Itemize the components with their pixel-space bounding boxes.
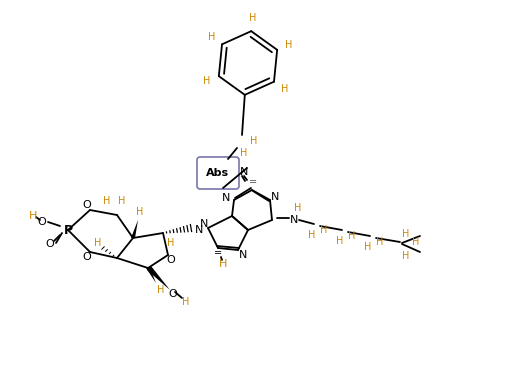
Text: N: N (271, 192, 279, 202)
Text: H: H (208, 32, 215, 42)
Text: H: H (167, 238, 175, 248)
Text: O: O (37, 217, 46, 227)
Text: O: O (82, 200, 91, 210)
Text: N: N (290, 215, 298, 225)
Text: H: H (203, 76, 211, 87)
Text: N: N (239, 250, 247, 260)
Text: N: N (222, 193, 230, 203)
FancyBboxPatch shape (197, 157, 239, 189)
Text: O: O (45, 239, 54, 249)
Text: H: H (376, 237, 384, 247)
Text: H: H (118, 196, 126, 206)
Text: H: H (285, 40, 293, 50)
Text: H: H (402, 251, 410, 261)
Text: N: N (240, 167, 248, 177)
Text: H: H (136, 207, 144, 217)
Text: P: P (63, 223, 72, 237)
Text: H: H (157, 285, 165, 295)
Text: H: H (294, 203, 301, 213)
Text: H: H (308, 230, 316, 240)
Text: H: H (29, 211, 37, 221)
Text: H: H (103, 196, 111, 206)
Text: H: H (348, 231, 356, 241)
Text: H: H (249, 13, 256, 23)
Text: O: O (82, 252, 91, 262)
Text: H: H (219, 259, 227, 269)
Text: H: H (182, 297, 190, 307)
Text: H: H (250, 136, 258, 146)
Text: O: O (168, 289, 177, 299)
Text: H: H (95, 238, 102, 248)
Text: O: O (167, 255, 175, 265)
Text: Abs: Abs (206, 168, 230, 178)
Text: H: H (412, 237, 420, 247)
Text: H: H (402, 229, 410, 239)
Text: N: N (200, 219, 208, 229)
Text: N: N (195, 225, 203, 235)
Text: H: H (240, 148, 248, 158)
Text: H: H (281, 84, 288, 94)
Polygon shape (147, 266, 170, 290)
Polygon shape (146, 268, 156, 283)
Text: H: H (320, 225, 328, 235)
Text: H: H (364, 242, 372, 252)
Text: =: = (249, 177, 257, 187)
Text: H: H (336, 236, 344, 246)
Text: =: = (214, 248, 222, 258)
Polygon shape (131, 220, 138, 238)
